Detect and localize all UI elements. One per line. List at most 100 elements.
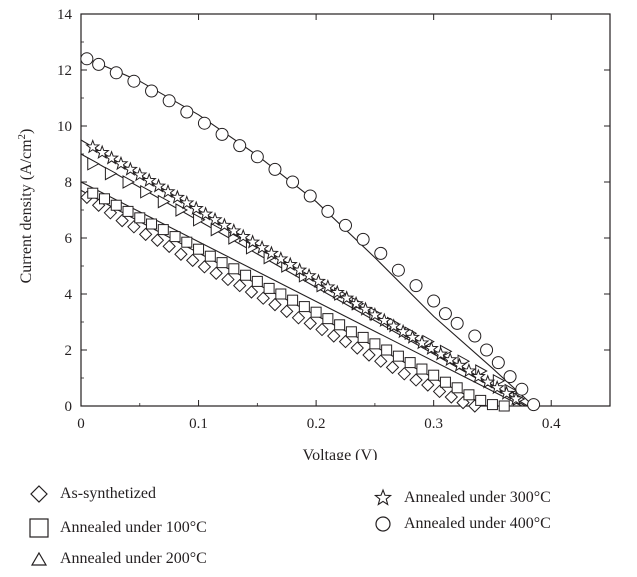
series-1-square-point bbox=[404, 357, 416, 369]
series-4-circle-point bbox=[127, 74, 141, 88]
series-1-square-point bbox=[275, 288, 287, 300]
legend-label: Annealed under 300°C bbox=[404, 489, 551, 506]
series-4-circle-point bbox=[450, 316, 464, 330]
series-0-diamond-point bbox=[315, 322, 329, 337]
series-0-diamond-point bbox=[256, 291, 270, 305]
series-0-diamond-point bbox=[138, 227, 153, 242]
series-2-triangle-point bbox=[157, 194, 171, 209]
y-tick-label: 4 bbox=[65, 287, 73, 303]
series-4-circle-point bbox=[286, 175, 300, 189]
series-0-diamond-point bbox=[327, 329, 341, 343]
series-0-diamond-point bbox=[338, 334, 353, 349]
series-0-diamond-point bbox=[162, 239, 176, 254]
series-2-triangle-point bbox=[210, 222, 224, 237]
series-2-triangle-point bbox=[87, 156, 100, 171]
series-0-diamond-point bbox=[350, 341, 364, 355]
series-4-circle-point bbox=[480, 343, 494, 357]
series-0-diamond-point bbox=[185, 253, 200, 268]
series-3-star-point bbox=[245, 234, 261, 249]
series-1-fit-line bbox=[80, 181, 523, 407]
series-4-circle-point bbox=[503, 370, 517, 384]
series-4-circle-point bbox=[321, 204, 335, 218]
series-1-square-point bbox=[110, 199, 122, 211]
series-0-diamond-point bbox=[174, 247, 188, 261]
series-1-square-point bbox=[204, 250, 216, 262]
series-3-star-point bbox=[339, 290, 355, 305]
series-0-diamond-point bbox=[444, 390, 459, 404]
series-3-star-point bbox=[198, 206, 214, 221]
series-3-star-point bbox=[85, 139, 101, 154]
series-3-star-point bbox=[376, 312, 392, 328]
series-4-circle-point bbox=[303, 189, 317, 203]
series-3-star-point bbox=[254, 239, 270, 255]
series-4-circle-point bbox=[268, 162, 282, 176]
series-1-square-point bbox=[146, 218, 158, 230]
series-4-circle-point bbox=[409, 279, 423, 293]
series-1-square-point bbox=[122, 205, 134, 217]
y-tick-label: 12 bbox=[57, 63, 72, 79]
legend-item-400c: Annealed under 400°C bbox=[372, 513, 551, 535]
legend-item-100c: Annealed under 100°C bbox=[28, 517, 207, 539]
series-4-circle-point bbox=[197, 116, 211, 130]
legend-item-200c: Annealed under 200°C bbox=[28, 548, 207, 570]
y-tick-label: 0 bbox=[65, 399, 73, 415]
series-1-square-point bbox=[298, 301, 310, 313]
series-0-diamond-point bbox=[374, 354, 388, 368]
series-1-square-point bbox=[169, 231, 181, 243]
series-0-diamond-point bbox=[362, 348, 376, 362]
y-tick-label: 8 bbox=[65, 175, 73, 191]
legend-label: Annealed under 400°C bbox=[404, 515, 551, 532]
series-0-diamond-point bbox=[291, 311, 306, 325]
series-4-circle-point bbox=[427, 294, 441, 308]
series-2-triangle-point bbox=[104, 166, 118, 181]
series-0-diamond-point bbox=[303, 316, 317, 331]
series-0-diamond-point bbox=[115, 213, 129, 228]
series-4-circle-point bbox=[92, 57, 106, 71]
series-1-square-point bbox=[251, 275, 263, 287]
series-1-square-point bbox=[99, 193, 111, 205]
series-4-circle-point bbox=[80, 52, 94, 66]
x-tick-label: 0.4 bbox=[542, 416, 561, 432]
series-1-square-point bbox=[193, 243, 205, 255]
y-tick-label: 6 bbox=[65, 231, 73, 247]
series-3-star-point bbox=[216, 217, 232, 232]
series-3-star-point bbox=[489, 379, 505, 395]
series-4-fit-curve bbox=[80, 55, 534, 407]
series-0-diamond-point bbox=[385, 360, 400, 375]
series-3-star-point bbox=[310, 273, 327, 288]
series-3-star-point bbox=[395, 323, 411, 339]
series-0-diamond-point bbox=[197, 260, 212, 274]
series-4-circle-point bbox=[215, 127, 229, 141]
series-4-circle-point bbox=[491, 356, 505, 370]
series-3-star-point bbox=[320, 279, 336, 294]
series-4-circle-point bbox=[374, 246, 388, 260]
series-1-square-point bbox=[463, 389, 475, 401]
series-3-star-point bbox=[179, 195, 195, 210]
series-3-star-point bbox=[348, 295, 364, 311]
series-1-square-point bbox=[263, 282, 275, 294]
series-0-diamond-point bbox=[280, 304, 294, 319]
series-1-square-point bbox=[392, 350, 404, 362]
series-3-star-point bbox=[132, 167, 148, 182]
series-3-star-point bbox=[235, 228, 251, 244]
triangle-marker-icon bbox=[28, 548, 50, 570]
series-1-square-point bbox=[439, 376, 451, 388]
series-3-star-point bbox=[113, 155, 129, 171]
series-4-circle-point bbox=[527, 398, 541, 412]
series-0-diamond-point bbox=[232, 278, 247, 293]
series-3-star-point bbox=[160, 183, 176, 199]
series-3-star-point bbox=[141, 172, 157, 188]
series-3-star-point bbox=[226, 223, 242, 238]
series-1-square-point bbox=[345, 326, 357, 338]
series-0-diamond-point bbox=[209, 266, 223, 280]
series-1-square-point bbox=[369, 338, 381, 350]
series-0-diamond-point bbox=[409, 373, 423, 387]
series-4-circle-point bbox=[145, 84, 159, 98]
x-tick-label: 0 bbox=[77, 416, 85, 432]
series-4-circle-point bbox=[391, 263, 405, 277]
series-1-square-point bbox=[416, 363, 428, 375]
iv-chart: 0 0.1 0.2 0.3 0.4 0 2 4 6 8 10 12 14 Current density… bbox=[16, 7, 611, 460]
series-4-circle-point bbox=[109, 66, 123, 80]
series-2-triangle-point bbox=[140, 184, 153, 199]
legend-item-as-synthetized: As-synthetized bbox=[28, 483, 156, 505]
